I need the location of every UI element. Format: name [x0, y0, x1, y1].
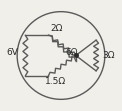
Text: 6V: 6V: [7, 48, 19, 57]
Text: 6Ω: 6Ω: [66, 48, 78, 57]
Text: 2Ω: 2Ω: [50, 24, 63, 33]
Text: 1.5Ω: 1.5Ω: [45, 77, 66, 86]
Text: 3Ω: 3Ω: [102, 51, 114, 60]
